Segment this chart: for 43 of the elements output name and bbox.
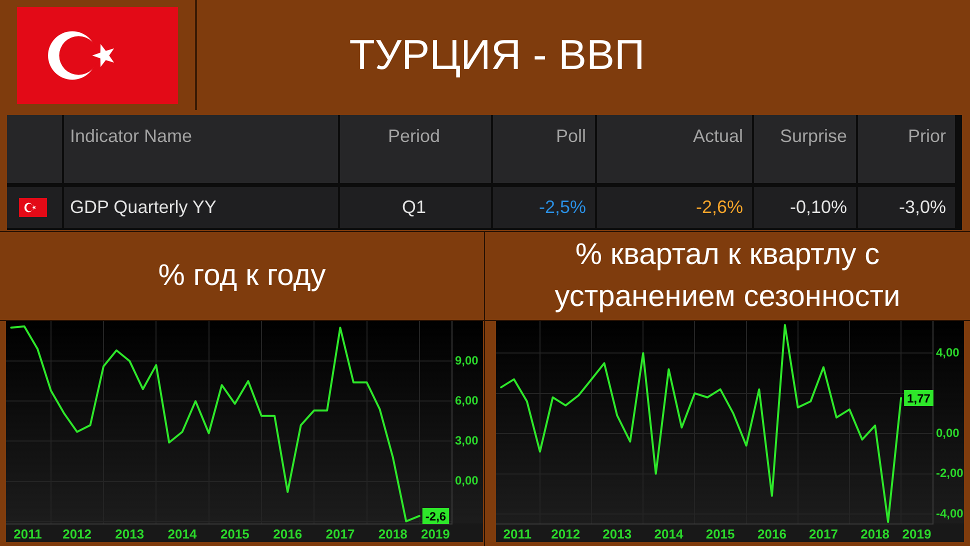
chart-title: % квартал к квартлу с устранением сезонности — [554, 237, 902, 315]
x-tick-label: 2017 — [809, 526, 838, 542]
y-tick-label: -2,00 — [936, 466, 964, 480]
x-tick-label: 2016 — [273, 526, 302, 542]
x-tick-label: 2019 — [902, 526, 932, 542]
x-tick-label: 2012 — [551, 526, 580, 542]
text: Indicator Name — [70, 126, 192, 146]
text: Prior — [908, 126, 946, 146]
text: Period — [388, 126, 440, 146]
x-tick-label: 2011 — [14, 526, 42, 542]
y-tick-label: 4,00 — [936, 345, 960, 360]
x-tick-label: 2018 — [378, 526, 408, 542]
x-tick-label: 2017 — [326, 526, 355, 542]
data-label: 1,77 — [907, 391, 931, 406]
y-tick-label: -4,00 — [936, 506, 964, 520]
x-tick-label: 2014 — [654, 526, 684, 542]
x-tick-label: 2016 — [757, 526, 786, 542]
y-tick-label: 9,00 — [455, 353, 479, 368]
y-tick-label: 6,00 — [455, 393, 479, 408]
x-tick-label: 2015 — [706, 526, 735, 542]
text: Actual — [692, 126, 743, 146]
text: Poll — [556, 126, 586, 146]
text: -3,0% — [898, 197, 946, 217]
x-tick-label: 2013 — [115, 526, 144, 542]
text: GDP Quarterly YY — [70, 197, 216, 217]
y-tick-label: 3,00 — [455, 434, 479, 448]
text: -2,6% — [696, 197, 743, 217]
y-tick-label: 0,00 — [936, 426, 960, 440]
x-tick-label: 2012 — [62, 526, 92, 542]
y-tick-label: 0,00 — [455, 474, 479, 488]
text: -0,10% — [790, 197, 847, 217]
text: -2,5% — [538, 197, 586, 217]
x-tick-label: 2013 — [602, 526, 632, 542]
text: ТУРЦИЯ - ВВП — [348, 30, 646, 80]
x-tick-label: 2011 — [503, 526, 532, 542]
text: Surprise — [780, 126, 847, 146]
x-tick-label: 2014 — [168, 526, 198, 542]
x-tick-label: 2015 — [220, 526, 250, 542]
chart-title: % год к году — [157, 258, 327, 294]
x-tick-label: 2018 — [860, 526, 890, 542]
x-tick-label: 2019 — [420, 526, 450, 542]
data-label: -2,6 — [425, 509, 446, 524]
text: Q1 — [402, 197, 426, 217]
